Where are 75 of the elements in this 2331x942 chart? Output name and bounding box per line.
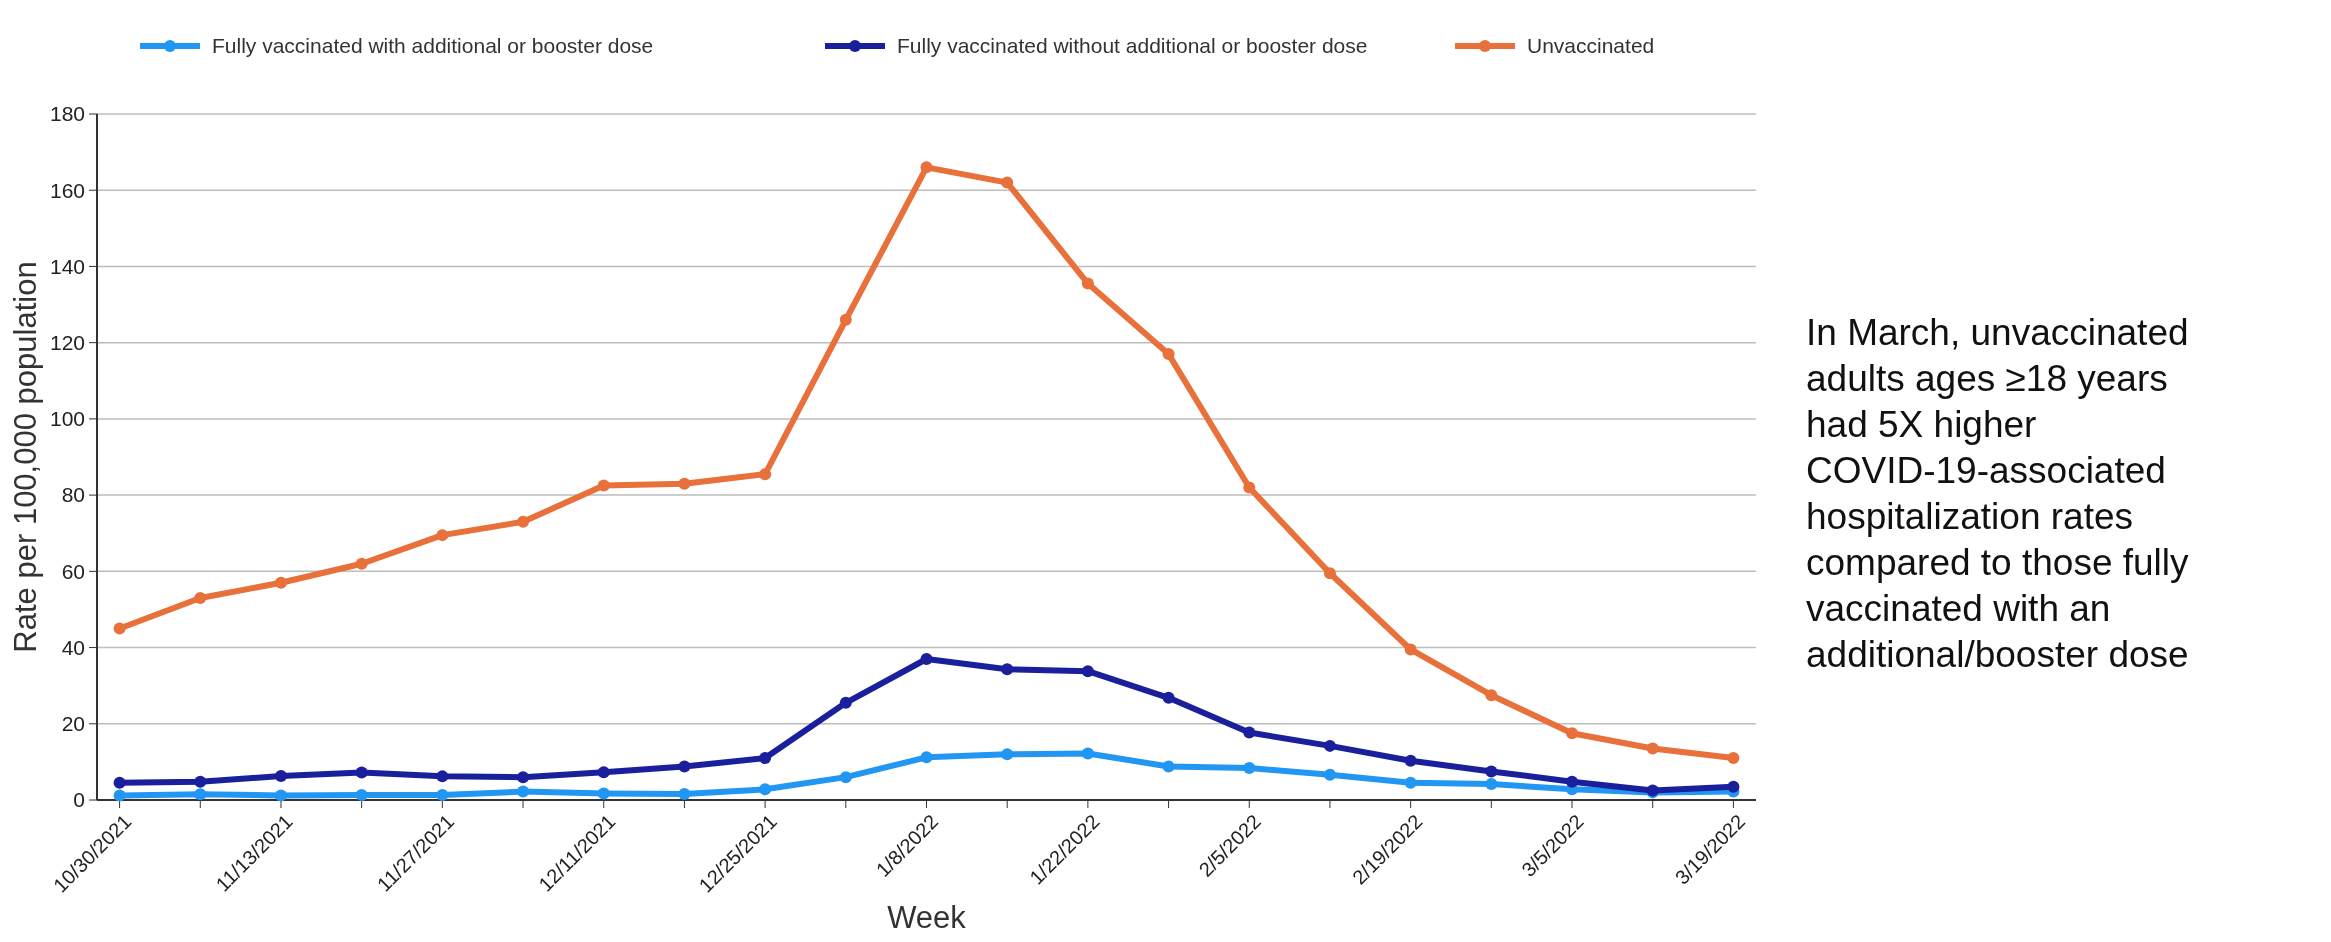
y-tick-label: 0 <box>73 788 85 812</box>
legend-label: Unvaccinated <box>1527 34 1655 58</box>
legend-label: Fully vaccinated without additional or booster dose <box>897 34 1368 58</box>
point <box>1001 176 1014 189</box>
point <box>1485 777 1498 790</box>
point <box>678 477 691 490</box>
point <box>274 789 287 802</box>
point <box>436 529 449 542</box>
point <box>1243 761 1256 774</box>
point <box>517 785 530 798</box>
point <box>1323 567 1336 580</box>
point <box>1566 775 1579 788</box>
point <box>517 771 530 784</box>
point <box>1243 481 1256 494</box>
point <box>597 479 610 492</box>
point <box>1727 780 1740 793</box>
point <box>355 766 368 779</box>
y-tick-label: 100 <box>49 407 85 431</box>
point <box>1566 727 1579 740</box>
y-tick-label: 160 <box>49 178 85 202</box>
point <box>1162 348 1175 361</box>
point <box>1081 747 1094 760</box>
point <box>1727 752 1740 765</box>
y-tick-label: 40 <box>61 635 85 659</box>
point <box>194 788 207 801</box>
point <box>1404 754 1417 767</box>
point <box>274 769 287 782</box>
point <box>839 696 852 709</box>
legend-label: Fully vaccinated with additional or booster dose <box>212 34 654 58</box>
point <box>1404 776 1417 789</box>
point <box>597 766 610 779</box>
point <box>920 652 933 665</box>
point <box>1081 665 1094 678</box>
point <box>436 770 449 783</box>
y-tick-label: 120 <box>49 331 85 355</box>
point <box>839 313 852 326</box>
point <box>517 515 530 528</box>
text: In March, unvaccinated adults ages ≥18 years had 5X higher COVID-19-associated hospitalization rates compared to those fully vaccinated with an additional/booster dose <box>1806 312 2190 675</box>
point <box>1323 739 1336 752</box>
point <box>1323 768 1336 781</box>
point <box>759 468 772 481</box>
y-tick-label: 140 <box>49 254 85 278</box>
point <box>436 789 449 802</box>
point <box>194 775 207 788</box>
y-tick-label: 20 <box>61 712 85 736</box>
point <box>1162 760 1175 773</box>
point <box>920 161 933 174</box>
point <box>274 576 287 589</box>
y-tick-label: 180 <box>49 102 85 126</box>
y-tick-label: 60 <box>61 559 85 583</box>
point <box>1162 691 1175 704</box>
y-axis-title: Rate per 100,000 population <box>8 261 43 653</box>
point <box>597 787 610 800</box>
x-axis-title: Week <box>887 900 967 935</box>
point <box>1001 748 1014 761</box>
point <box>194 592 207 605</box>
point <box>355 789 368 802</box>
point <box>1081 277 1094 290</box>
point <box>113 776 126 789</box>
point <box>1243 726 1256 739</box>
point <box>839 771 852 784</box>
point <box>355 557 368 570</box>
y-tick-label: 80 <box>61 483 85 507</box>
point <box>759 752 772 765</box>
point <box>1485 765 1498 778</box>
point <box>678 760 691 773</box>
point <box>1485 689 1498 702</box>
point <box>113 789 126 802</box>
point <box>113 622 126 635</box>
point <box>1404 643 1417 656</box>
point <box>678 787 691 800</box>
point <box>1001 663 1014 676</box>
point <box>1646 742 1659 755</box>
point <box>920 751 933 764</box>
point <box>759 783 772 796</box>
